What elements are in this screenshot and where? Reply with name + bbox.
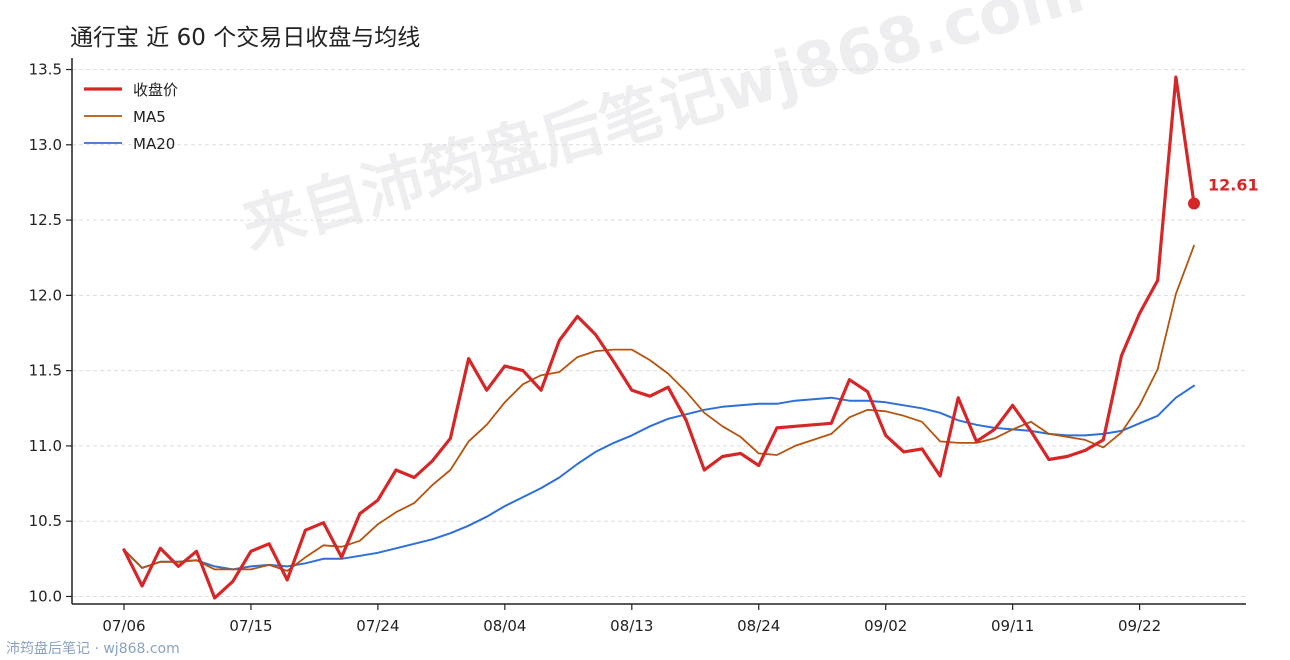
legend-label-close: 收盘价 xyxy=(133,81,178,99)
series-line-ma20 xyxy=(123,384,1195,571)
y-tick-label: 11.0 xyxy=(29,437,62,455)
x-tick-label: 08/04 xyxy=(483,617,526,635)
series-lines xyxy=(122,75,1196,600)
legend: 收盘价 MA5 MA20 xyxy=(84,81,178,153)
chart-title: 通行宝 近 60 个交易日收盘与均线 xyxy=(70,25,421,51)
series-line-ma5 xyxy=(123,244,1195,572)
y-ticks: 10.0 10.5 11.0 11.5 12.0 12.5 13.0 13.5 xyxy=(29,61,72,605)
annotations: 12.61 xyxy=(1188,176,1259,210)
y-tick-label: 13.0 xyxy=(29,136,62,154)
axes xyxy=(71,58,1246,605)
close-end-point xyxy=(1188,197,1200,210)
y-tick-label: 10.5 xyxy=(29,512,62,530)
y-tick-label: 11.5 xyxy=(29,362,62,380)
y-tick-label: 13.5 xyxy=(29,61,62,79)
y-tick-label: 10.0 xyxy=(29,587,62,605)
legend-label-ma20: MA20 xyxy=(133,135,175,153)
y-tick-label: 12.5 xyxy=(29,211,62,229)
x-tick-label: 07/06 xyxy=(102,617,145,635)
x-tick-label: 07/15 xyxy=(229,617,272,635)
x-tick-label: 09/02 xyxy=(864,617,907,635)
y-tick-label: 12.0 xyxy=(29,286,62,304)
grid-lines xyxy=(72,69,1246,597)
x-tick-label: 08/13 xyxy=(610,617,653,635)
x-tick-label: 08/24 xyxy=(737,617,780,635)
footer-source: 沛筠盘后笔记 · wj868.com xyxy=(6,641,180,657)
close-end-label: 12.61 xyxy=(1208,176,1259,195)
x-ticks: 07/06 07/15 07/24 08/04 08/13 08/24 09/02 09/11… xyxy=(102,604,1161,635)
x-tick-label: 09/22 xyxy=(1118,617,1161,635)
x-tick-label: 09/11 xyxy=(991,617,1034,635)
x-tick-label: 07/24 xyxy=(356,617,399,635)
legend-label-ma5: MA5 xyxy=(133,108,166,126)
series-line-close xyxy=(122,75,1196,600)
